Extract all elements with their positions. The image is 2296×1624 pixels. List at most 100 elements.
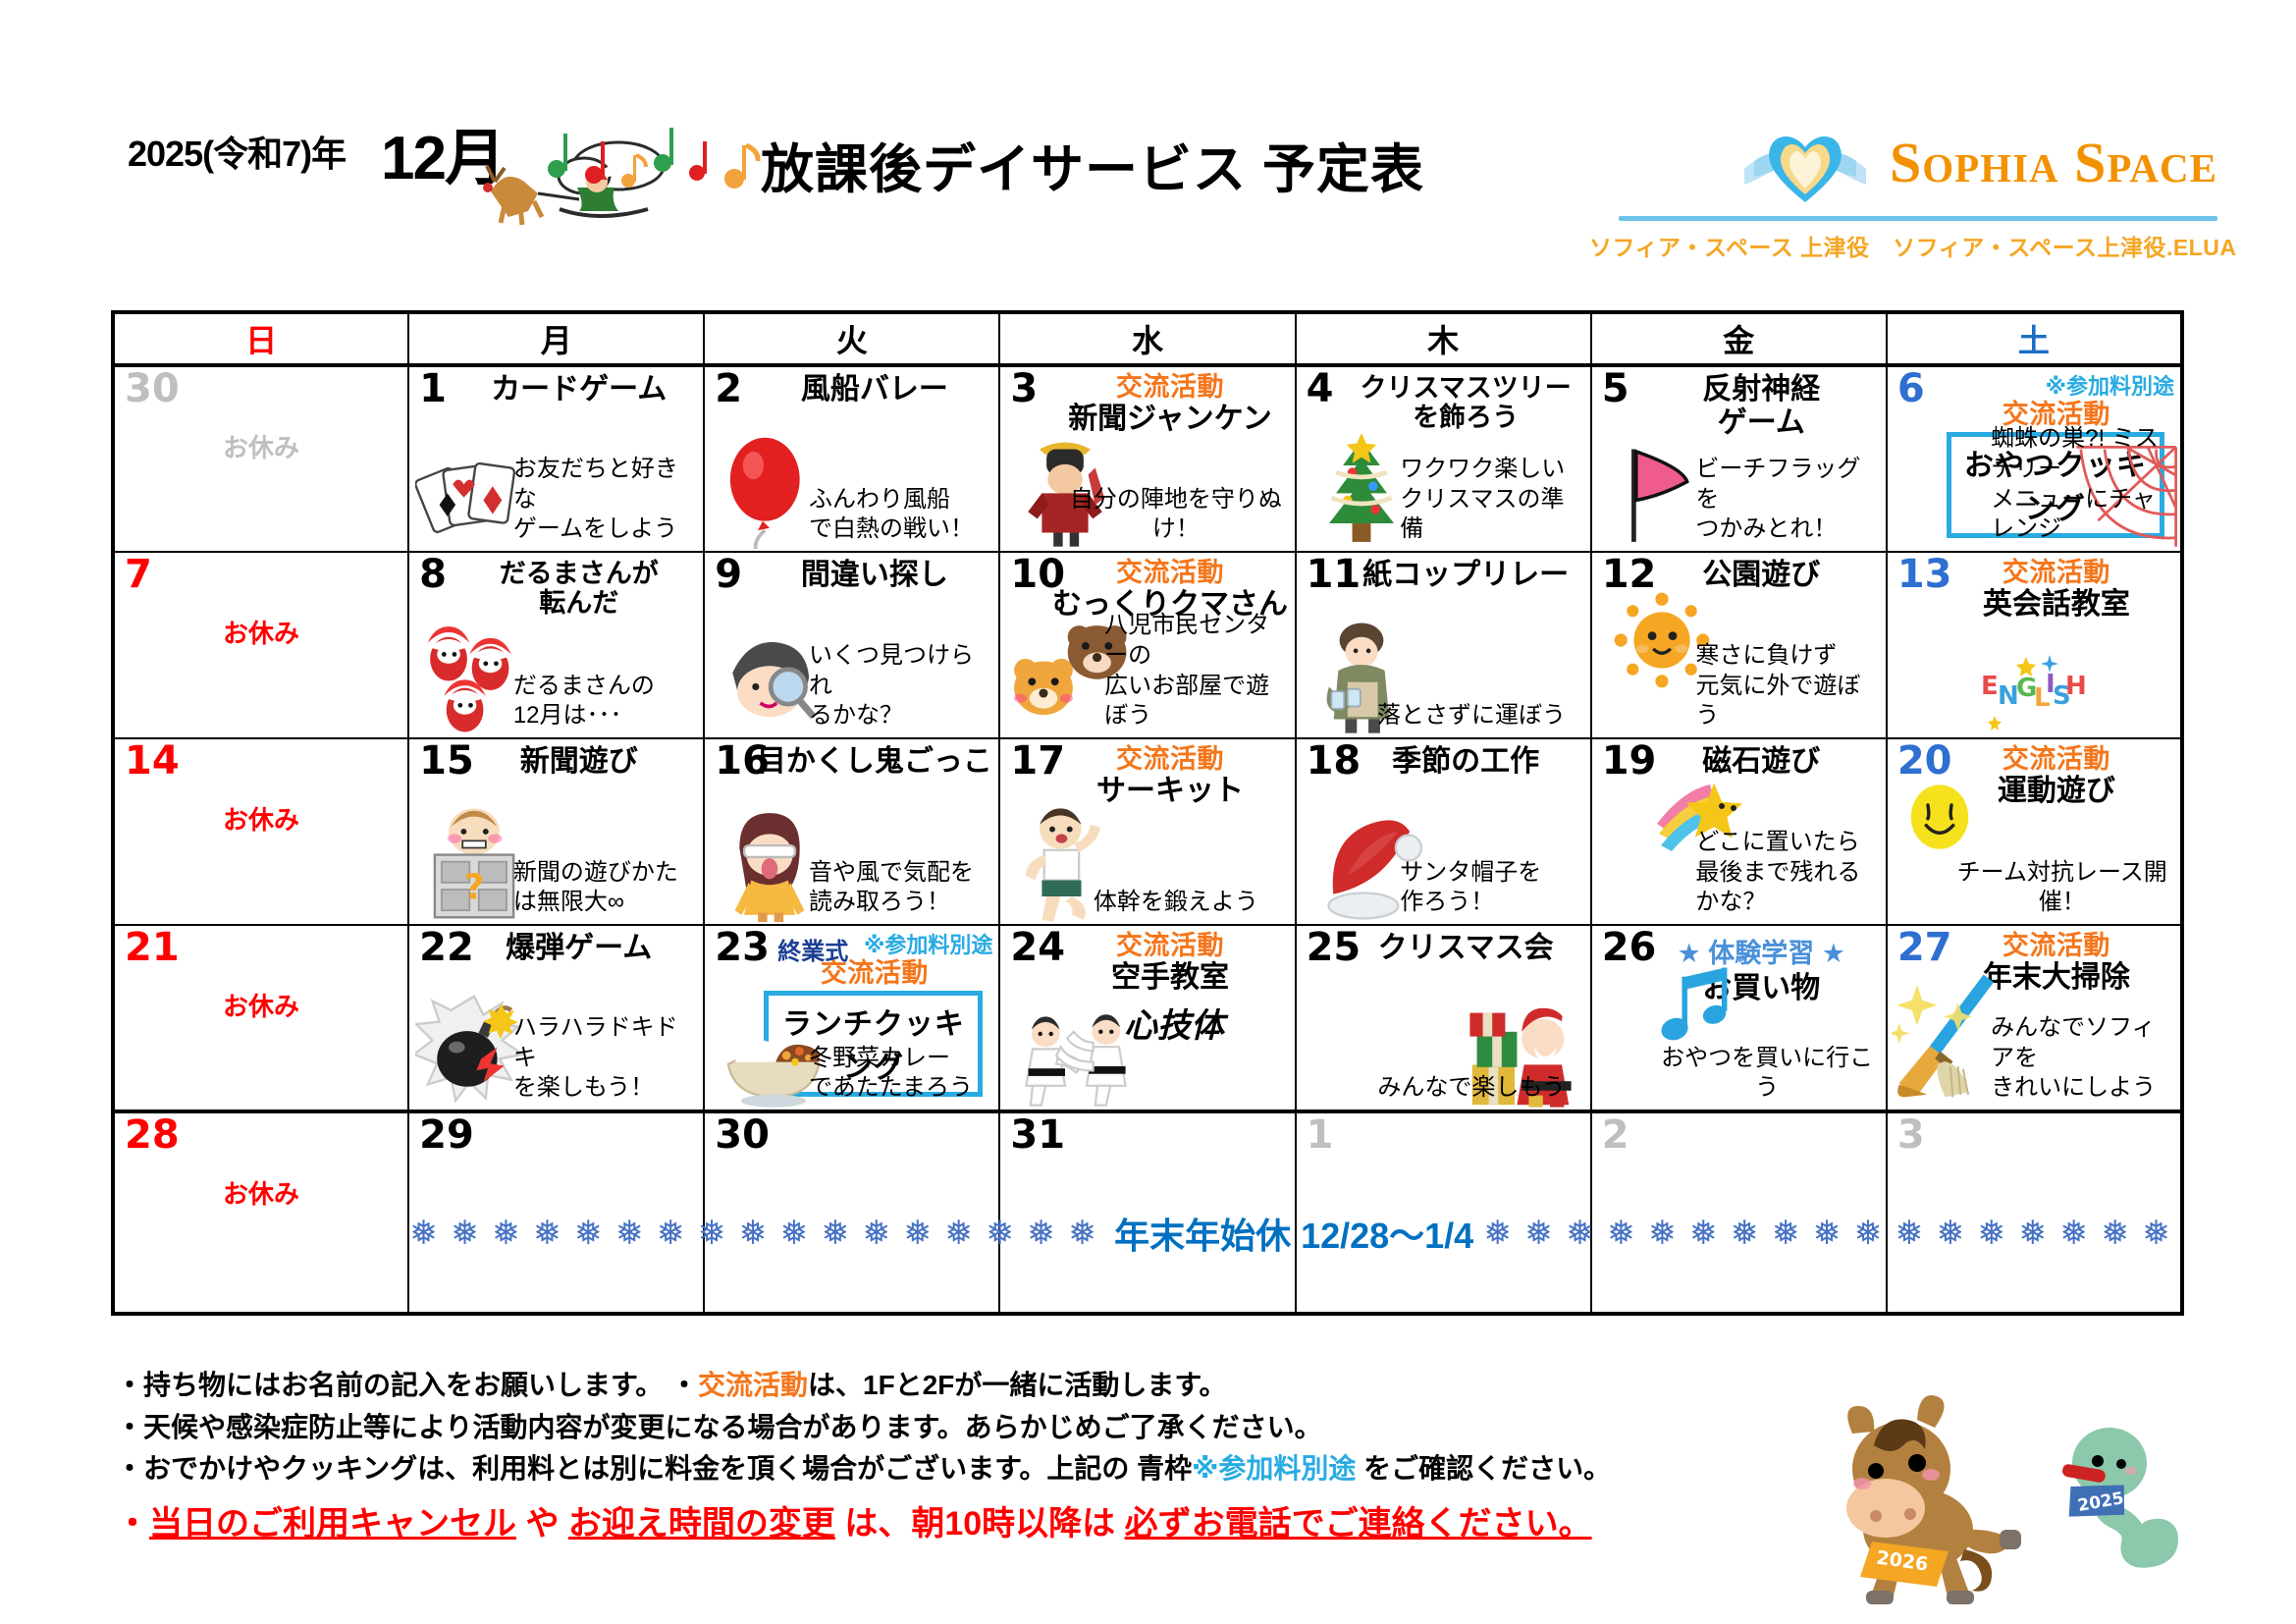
heart-wings-logo-icon bbox=[1744, 135, 1867, 202]
calendar-week-row: 28 お休み 29 ❅ ❅ ❅ ❅ ❅ ❅ ❅ ❅ ❅ ❅ ❅ ❅ ❅ ❅ ❅ ❅ ❅… bbox=[111, 1110, 2184, 1315]
calendar-day-cell[interactable]: 1 bbox=[1294, 1110, 1592, 1315]
activity-title: 季節の工作 bbox=[1392, 745, 1540, 778]
month-label: 12月 bbox=[381, 125, 506, 192]
blindfold-icon bbox=[734, 813, 805, 922]
footer-line-1-b: は、1Fと2Fが一緒に活動します。 bbox=[808, 1370, 1227, 1400]
calendar-day-cell[interactable]: 2 bbox=[1589, 1110, 1888, 1315]
calendar-day-cell[interactable]: 10 交流活動 むっくりクマさん 八児市民センターの 広いお部屋で遊ぼう bbox=[998, 551, 1297, 739]
footer-line-1-a: ・持ち物にはお名前の記入をお願いします。 ・ bbox=[116, 1370, 698, 1400]
activity-title: 風船バレー bbox=[800, 373, 948, 406]
page-title: 放課後デイサービス 予定表 bbox=[761, 140, 1425, 199]
activity-description: 落とさずに運ぼう bbox=[1377, 702, 1567, 730]
day-number: 30 bbox=[125, 366, 180, 411]
svg-text:S: S bbox=[2053, 681, 2071, 711]
activity-description: いくつ見つけられ るかな？ bbox=[808, 641, 974, 730]
footer-line-3: ・おでかけやクッキングは、利用料とは別に料金を頂く場合がございます。上記の 青枠… bbox=[116, 1448, 1863, 1490]
calendar-day-cell[interactable]: 9 間違い探し いくつ見つけられ るかな？ bbox=[703, 551, 1001, 739]
bomb-icon bbox=[411, 992, 533, 1108]
activity-description: 自分の陣地を守りぬけ！ bbox=[1069, 485, 1282, 543]
calendar-day-cell[interactable]: 27 交流活動 年末大掃除 みんなでソフィアを きれいにしよう bbox=[1885, 924, 2184, 1112]
calendar-day-cell[interactable]: 25 クリスマス会 みんなで楽しもう bbox=[1294, 924, 1592, 1112]
day-number: 4 bbox=[1306, 366, 1334, 411]
calendar-day-cell[interactable]: 28 お休み bbox=[111, 1110, 410, 1315]
calendar-day-cell[interactable]: 11 紙コップリレー 落とさずに運ぼう bbox=[1294, 551, 1592, 739]
daruma-icon bbox=[415, 620, 533, 735]
day-number: 7 bbox=[125, 552, 152, 597]
activity-description: 音や風で気配を 読み取ろう！ bbox=[808, 858, 974, 916]
broom-icon bbox=[1889, 962, 2019, 1110]
activity-title: 空手教室 bbox=[1110, 961, 1229, 995]
calendar-day-cell[interactable]: 5 反射神経 ゲーム ビーチフラッグを つかみとれ！ bbox=[1589, 364, 1888, 553]
calendar-day-cell[interactable]: 18 季節の工作 サンタ帽子を 作ろう！ bbox=[1294, 737, 1592, 926]
svg-text:H: H bbox=[2065, 672, 2087, 701]
calendar-day-cell[interactable]: 16 目かくし鬼ごっこ 音や風で気配を 読み取ろう！ bbox=[703, 737, 1001, 926]
calendar-day-cell[interactable]: 20 交流活動 運動遊び チーム対抗レース開催！ bbox=[1885, 737, 2184, 926]
smiley-icon bbox=[1897, 775, 1982, 859]
calendar-day-cell[interactable]: 14 お休み bbox=[111, 737, 410, 926]
activity-motto: 心技体 bbox=[1123, 1007, 1224, 1045]
day-number: 27 bbox=[1896, 925, 1952, 970]
santa-hat-icon bbox=[1326, 820, 1422, 920]
cup-carry-icon bbox=[1326, 623, 1389, 733]
calendar-day-cell[interactable]: 31 bbox=[998, 1110, 1297, 1315]
calendar-day-cell[interactable]: 26 ★ 体験学習 ★ お買い物 おやつを買いに行こう bbox=[1589, 924, 1888, 1112]
calendar-day-cell[interactable]: 30 bbox=[703, 1110, 1001, 1315]
calendar-day-cell[interactable]: 19 磁石遊び どこに置いたら 最後まで残れるかな？ bbox=[1589, 737, 1888, 926]
calendar-day-cell[interactable]: 3 交流活動 新聞ジャンケン 自分の陣地を守りぬけ！ bbox=[998, 364, 1297, 553]
koryu-badge: 交流活動 bbox=[1115, 372, 1224, 402]
logo-underline bbox=[1619, 216, 2217, 221]
calendar-day-cell[interactable]: 8 だるまさんが 転んだ だるまさんの 12月は･･･ bbox=[407, 551, 706, 739]
calendar-day-cell[interactable]: 12 公園遊び 寒さに負けず 元気に外で遊ぼう bbox=[1589, 551, 1888, 739]
weekday-wed: 水 bbox=[998, 311, 1297, 367]
calendar-day-cell[interactable]: 17 交流活動 サーキット 体幹を鍛えよう bbox=[998, 737, 1297, 926]
brand-subtitle: ソフィア・スペース 上津役 ソフィア・スペース上津役.ELUA bbox=[1589, 235, 2237, 260]
calendar-day-cell[interactable]: 21 お休み bbox=[111, 924, 410, 1112]
activity-title: だるまさんが 転んだ bbox=[499, 559, 659, 619]
activity-description: 蜘蛛の巣?! ミステリー メニューにチャレンジ bbox=[1991, 425, 2159, 543]
samurai-icon bbox=[1006, 433, 1124, 549]
calendar-day-cell[interactable]: 2 風船バレー ふんわり風船 で白熱の戦い！ bbox=[703, 364, 1001, 578]
taiken-badge: ★ 体験学習 ★ bbox=[1677, 939, 1845, 968]
rest-label: お休み bbox=[223, 433, 300, 462]
day-number: 12 bbox=[1601, 552, 1657, 597]
activity-title: 運動遊び bbox=[1997, 775, 2115, 808]
svg-text:L: L bbox=[2034, 683, 2051, 713]
footer-warn-mid2: は、朝10時以降は bbox=[834, 1504, 1125, 1543]
calendar-day-cell[interactable]: 29❅ ❅ ❅ ❅ ❅ ❅ ❅ ❅ ❅ ❅ ❅ ❅ ❅ ❅ ❅ ❅ ❅ ❅ ❅ … bbox=[407, 1110, 2178, 1315]
day-number: 14 bbox=[125, 738, 180, 784]
day-number: 23 bbox=[715, 925, 770, 970]
karate-icon bbox=[1002, 1001, 1149, 1110]
calendar-day-cell[interactable]: 7 お休み bbox=[111, 551, 410, 739]
christmas-tree-icon bbox=[1328, 433, 1394, 542]
calendar-day-cell[interactable]: 30 お休み bbox=[111, 364, 410, 553]
footer-warn-u3: 必ずお電話でご連絡ください。 bbox=[1124, 1504, 1592, 1543]
day-number: 8 bbox=[419, 552, 447, 597]
spider-web-icon bbox=[2072, 443, 2180, 551]
calendar-day-cell[interactable]: 23 ※参加料別途 終業式 交流活動 ランチクッキング 冬野菜カレー であたたまろう bbox=[703, 924, 1001, 1112]
calendar-week-row: 30 お休み 1 カードゲーム お友だちと好きな ゲームをしよう 2 風船バレー ふんわり風… bbox=[111, 364, 2184, 578]
calendar-day-cell[interactable]: 24 交流活動 空手教室 心技体 bbox=[998, 924, 1297, 1112]
calendar-day-cell[interactable]: 1 カードゲーム お友だちと好きな ゲームをしよう bbox=[407, 364, 706, 553]
calendar-day-cell[interactable]: 4 クリスマスツリー を飾ろう ワクワク楽しい クリスマスの準備 bbox=[1294, 364, 1592, 553]
weekday-fri: 金 bbox=[1589, 311, 1888, 367]
activity-description: サンタ帽子を 作ろう！ bbox=[1400, 858, 1542, 916]
daruma-icon bbox=[427, 626, 511, 732]
calendar-day-cell[interactable]: 22 爆弾ゲーム ハラハラドキドキ を楽しもう！ bbox=[407, 924, 706, 1112]
activity-title: 爆弾ゲーム bbox=[506, 932, 653, 964]
activity-title: むっくりクマさん bbox=[1051, 588, 1288, 622]
broom-icon bbox=[1889, 974, 1994, 1098]
term-end-badge: 終業式 bbox=[777, 939, 849, 965]
brand-name: Sophia Space bbox=[1890, 131, 2217, 194]
activity-description: ビーチフラッグを つかみとれ！ bbox=[1695, 455, 1861, 543]
calendar-day-cell[interactable]: 3 bbox=[1885, 1110, 2184, 1315]
calendar-day-cell[interactable]: 6 ※参加料別途 交流活動 おやつクッキング 蜘蛛の巣?! ミステリー メニューにチャレ… bbox=[1885, 364, 2184, 553]
magnifier-kid-icon bbox=[711, 620, 828, 735]
activity-title: 磁石遊び bbox=[1702, 745, 1821, 778]
footer-warn-mid1: や bbox=[516, 1504, 568, 1543]
activity-description: お友だちと好きな ゲームをしよう bbox=[512, 455, 678, 543]
calendar-day-cell[interactable]: 15 新聞遊び ? 新聞の遊びかた は無限大∞ bbox=[407, 737, 706, 926]
footer-warning: ・当日のご利用キャンセル や お迎え時間の変更 は、朝10時以降は 必ずお電話で… bbox=[116, 1496, 1863, 1544]
day-number: 3 bbox=[1010, 366, 1039, 411]
day-number: 2 bbox=[715, 366, 743, 411]
